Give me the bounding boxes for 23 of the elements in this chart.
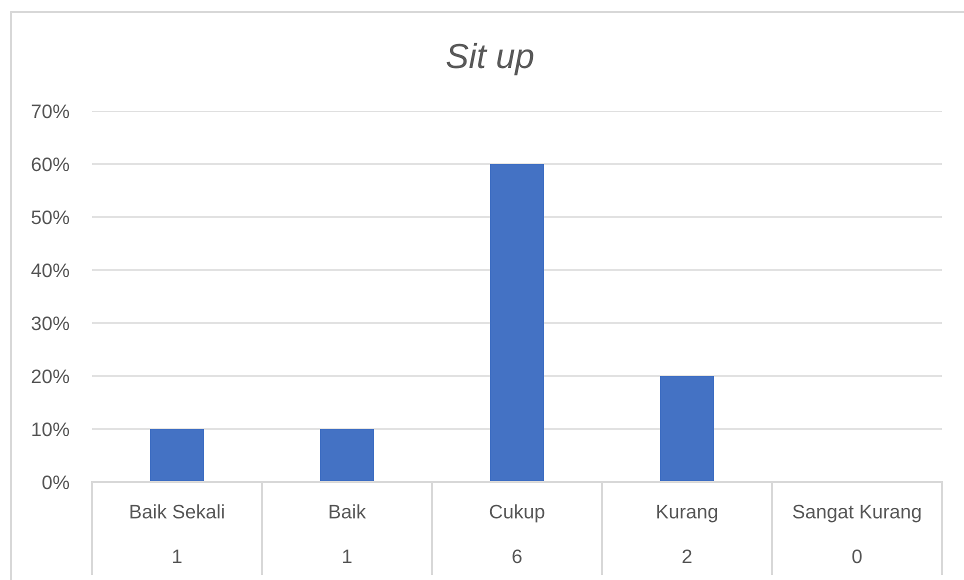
text: 0 [852, 549, 862, 564]
chart-title: Sit up [446, 42, 534, 76]
text: 6 [512, 549, 522, 564]
y-tick-label: 50% [32, 210, 70, 224]
x-tick-label: Baik Sekali [130, 504, 224, 519]
y-tick-label: 20% [32, 369, 70, 384]
text: 1 [173, 550, 182, 564]
y-tick-label: 30% [32, 316, 70, 330]
x-tick-label: Baik [330, 504, 366, 519]
bar [660, 376, 714, 482]
y-tick-label: 0% [42, 475, 70, 490]
x-tick-label: Cukup [490, 504, 544, 522]
y-tick-label: 10% [32, 422, 70, 436]
y-tick-label: 60% [32, 157, 70, 172]
text: 1 [343, 550, 352, 564]
text: 2 [682, 549, 692, 564]
bar [150, 429, 204, 482]
y-tick-label: 70% [32, 104, 70, 118]
x-tick-label: Kurang [657, 504, 718, 522]
y-tick-label: 40% [31, 263, 70, 278]
bar [490, 164, 544, 482]
bar [320, 429, 374, 482]
x-tick-label: Sangat Kurang [793, 504, 921, 522]
